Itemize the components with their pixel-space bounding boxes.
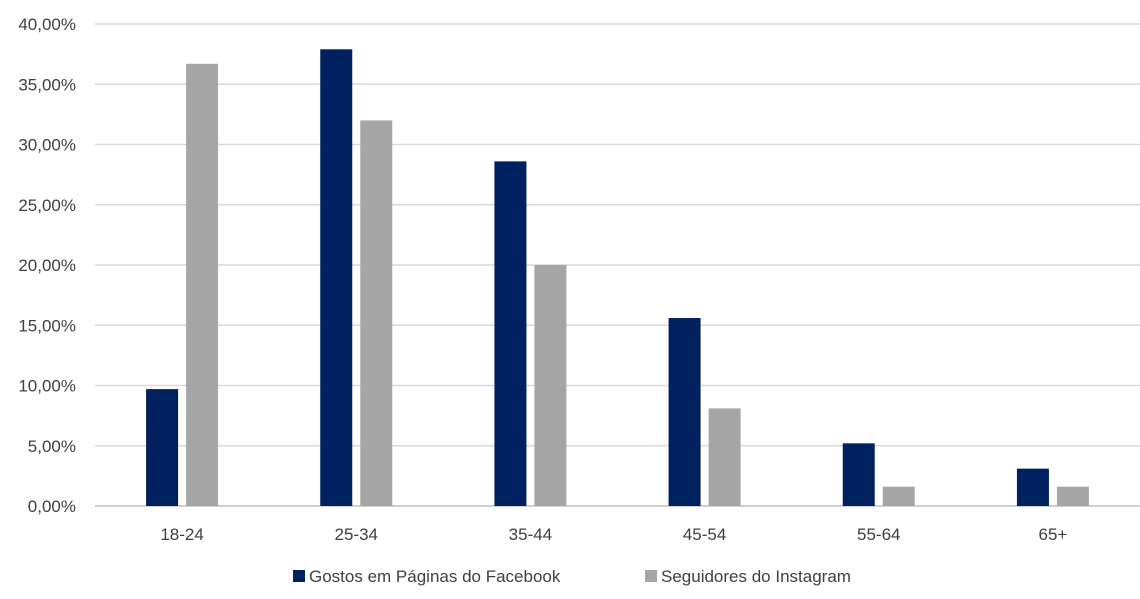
bar-facebook (1016, 468, 1049, 506)
legend-label: Gostos em Páginas do Facebook (309, 567, 561, 586)
bar-instagram (708, 408, 741, 506)
bar-facebook (320, 49, 353, 507)
y-tick-label: 25,00% (18, 196, 76, 215)
x-tick-label: 45-54 (683, 525, 726, 544)
legend-label: Seguidores do Instagram (661, 567, 851, 586)
y-tick-label: 40,00% (18, 15, 76, 34)
bar-facebook (668, 318, 701, 506)
y-tick-label: 15,00% (18, 316, 76, 335)
x-tick-label: 65+ (1038, 525, 1067, 544)
y-tick-label: 5,00% (28, 437, 76, 456)
y-tick-label: 30,00% (18, 136, 76, 155)
legend-swatch (293, 570, 305, 582)
y-tick-label: 35,00% (18, 75, 76, 94)
x-tick-label: 35-44 (509, 525, 552, 544)
bar-instagram (360, 120, 393, 507)
x-tick-label: 55-64 (857, 525, 900, 544)
y-tick-label: 0,00% (28, 497, 76, 516)
x-tick-label: 25-34 (335, 525, 378, 544)
bar-instagram (534, 265, 567, 506)
y-tick-label: 20,00% (18, 256, 76, 275)
legend-swatch (645, 570, 657, 582)
bar-instagram (882, 486, 915, 506)
bar-instagram (186, 63, 219, 506)
bar-facebook (842, 443, 875, 506)
x-tick-label: 18-24 (160, 525, 203, 544)
bar-facebook (494, 161, 527, 506)
bar-instagram (1056, 486, 1089, 506)
bar-facebook (146, 389, 179, 506)
y-tick-label: 10,00% (18, 377, 76, 396)
